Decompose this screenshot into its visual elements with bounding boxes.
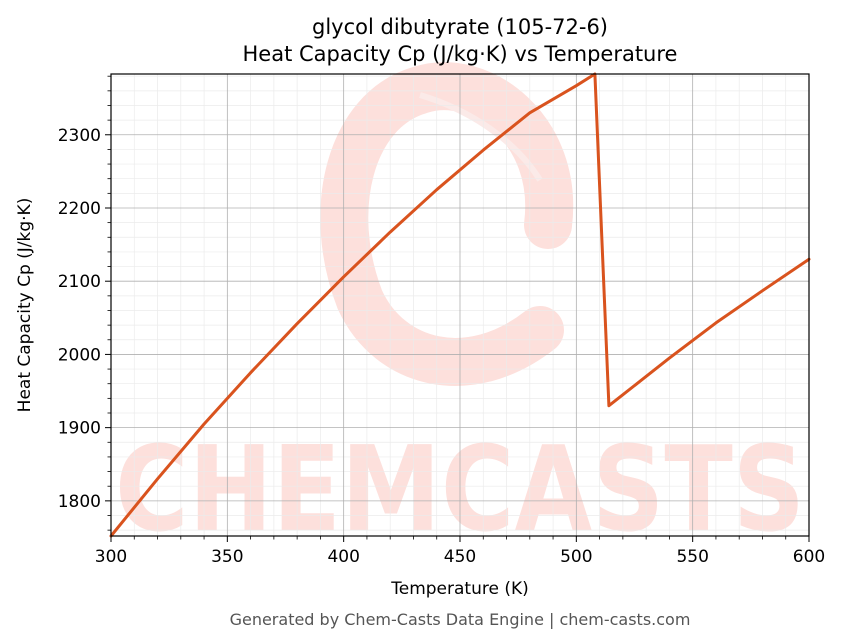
x-tick-label: 550 xyxy=(676,547,708,567)
ticks: 300 350 400 450 500 550 600 1800 1900 2000 2100 220… xyxy=(58,75,825,567)
series-layer xyxy=(109,72,811,538)
x-tick-label: 300 xyxy=(95,547,127,567)
y-tick-label: 2300 xyxy=(58,126,101,146)
y-tick-label: 2200 xyxy=(58,199,101,219)
y-tick-label: 2000 xyxy=(58,345,101,365)
grid xyxy=(110,74,810,536)
chart-subtitle: Heat Capacity Cp (J/kg·K) vs Temperature xyxy=(243,42,678,66)
chart-title: glycol dibutyrate (105-72-6) xyxy=(312,15,608,39)
x-tick-label: 500 xyxy=(560,547,592,567)
series-line xyxy=(109,72,811,538)
y-tick-label: 2100 xyxy=(58,272,101,292)
x-tick-label: 400 xyxy=(327,547,359,567)
x-tick-label: 350 xyxy=(211,547,243,567)
footer-credit: Generated by Chem-Casts Data Engine | ch… xyxy=(230,610,691,629)
x-axis-label: Temperature (K) xyxy=(390,579,529,599)
y-axis-label: Heat Capacity Cp (J/kg·K) xyxy=(15,198,35,413)
watermark-logo xyxy=(320,62,574,386)
y-tick-label: 1900 xyxy=(58,419,101,439)
x-tick-label: 450 xyxy=(444,547,476,567)
x-tick-label: 600 xyxy=(793,547,825,567)
y-tick-label: 1800 xyxy=(58,492,101,512)
